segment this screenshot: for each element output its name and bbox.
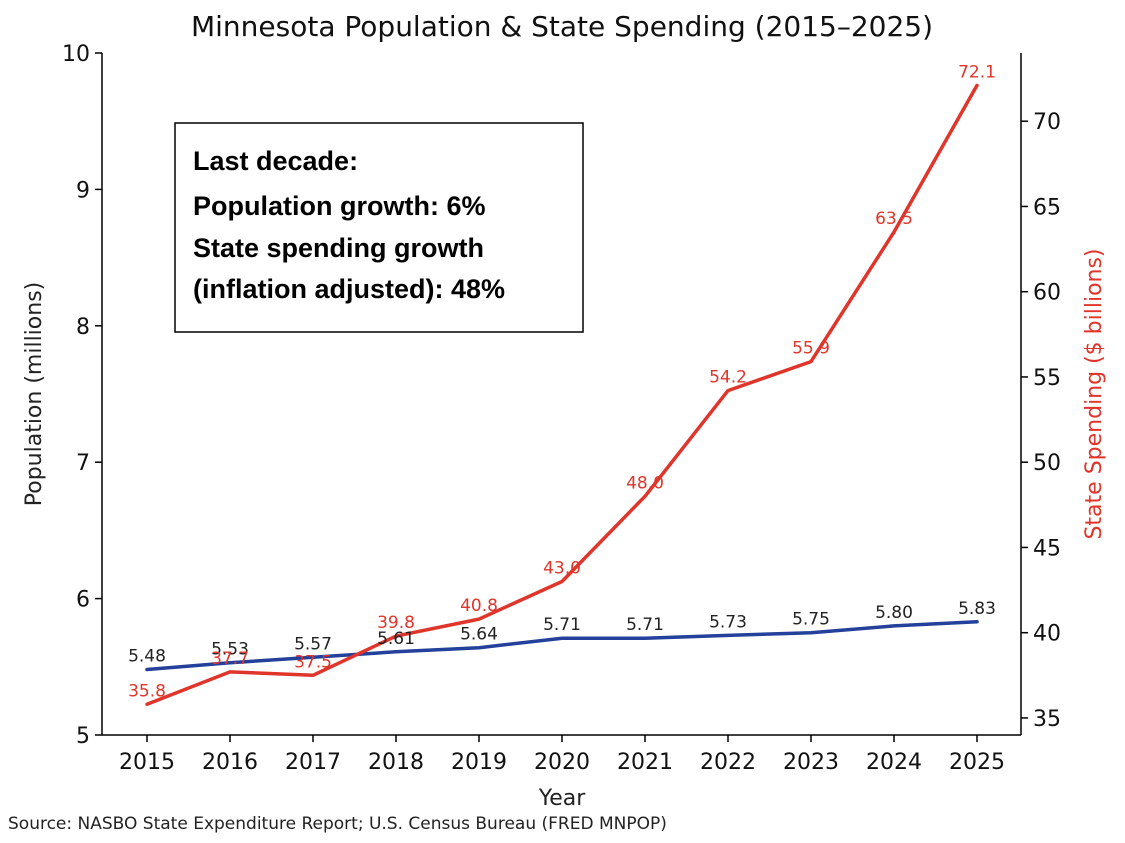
spending-data-label: 37.7 [211,649,249,669]
right-tick-label: 45 [1033,536,1061,561]
left-tick-label: 9 [76,178,90,203]
annotation-line-3: State spending growth [193,233,484,263]
data-labels: 5.48 5.53 5.57 5.61 5.64 5.71 5.71 5.73 5.75 5.80… [128,62,996,701]
right-tick-label: 55 [1033,366,1061,391]
spending-data-label: 54.2 [709,368,747,388]
x-tick-label: 2022 [700,750,756,775]
population-data-label: 5.71 [626,615,664,635]
x-tick-label: 2023 [783,750,839,775]
left-tick-label: 10 [62,42,90,67]
left-tick-label: 5 [76,724,90,749]
x-ticks: 2015 2016 2017 2018 2019 2020 2021 2022 2023 2024… [119,735,1005,775]
annotation-box: Last decade: Population growth: 6% State… [174,122,584,333]
chart-title: Minnesota Population & State Spending (2… [191,10,933,43]
right-tick-label: 65 [1033,195,1061,220]
population-data-label: 5.48 [128,647,166,667]
annotation-line-1: Last decade: [193,146,358,176]
left-y-ticks: 5 6 7 8 9 10 [62,42,102,749]
population-line [145,620,979,672]
population-data-label: 5.83 [958,599,996,619]
annotation-line-4: (inflation adjusted): 48% [193,274,505,304]
spending-data-label: 39.8 [377,613,415,633]
x-tick-label: 2019 [451,750,507,775]
right-tick-label: 40 [1033,622,1061,647]
right-y-axis-label: State Spending ($ billions) [1082,248,1107,539]
left-y-axis-label: Population (millions) [22,282,47,507]
left-tick-label: 7 [76,451,90,476]
spending-data-label: 55.9 [792,339,830,359]
population-data-label: 5.53 [211,640,249,660]
annotation-frame [174,122,584,333]
x-tick-label: 2017 [285,750,341,775]
population-data-label: 5.61 [377,629,415,649]
spending-data-label: 37.5 [294,652,332,672]
x-tick-label: 2015 [119,750,175,775]
x-tick-label: 2016 [202,750,258,775]
population-data-label: 5.75 [792,610,830,630]
x-tick-label: 2024 [866,750,922,775]
right-tick-label: 35 [1033,707,1061,732]
population-data-label: 5.71 [543,615,581,635]
x-axis-label: Year [538,786,587,811]
annotation-line-2: Population growth: 6% [193,191,485,221]
population-data-label: 5.80 [875,603,913,623]
spending-line [145,83,979,707]
x-tick-label: 2020 [534,750,590,775]
x-tick-label: 2025 [949,750,1005,775]
right-tick-label: 50 [1033,451,1061,476]
spending-data-label: 72.1 [958,62,996,82]
spending-data-label: 43.0 [543,559,581,579]
population-data-label: 5.64 [460,625,498,645]
right-y-ticks: 35 40 45 50 55 60 65 70 [1021,110,1061,732]
right-tick-label: 70 [1033,110,1061,135]
spending-data-label: 40.8 [460,596,498,616]
x-tick-label: 2018 [368,750,424,775]
population-data-label: 5.73 [709,612,747,632]
spending-data-label: 63.5 [875,209,913,229]
right-tick-label: 60 [1033,281,1061,306]
population-data-label: 5.57 [294,634,332,654]
spending-data-label: 48.0 [626,473,664,493]
source-note: Source: NASBO State Expenditure Report; … [8,814,667,834]
spending-data-label: 35.8 [128,681,166,701]
left-tick-label: 6 [76,588,90,613]
left-tick-label: 8 [76,315,90,340]
x-tick-label: 2021 [617,750,673,775]
series-layer [145,83,979,707]
